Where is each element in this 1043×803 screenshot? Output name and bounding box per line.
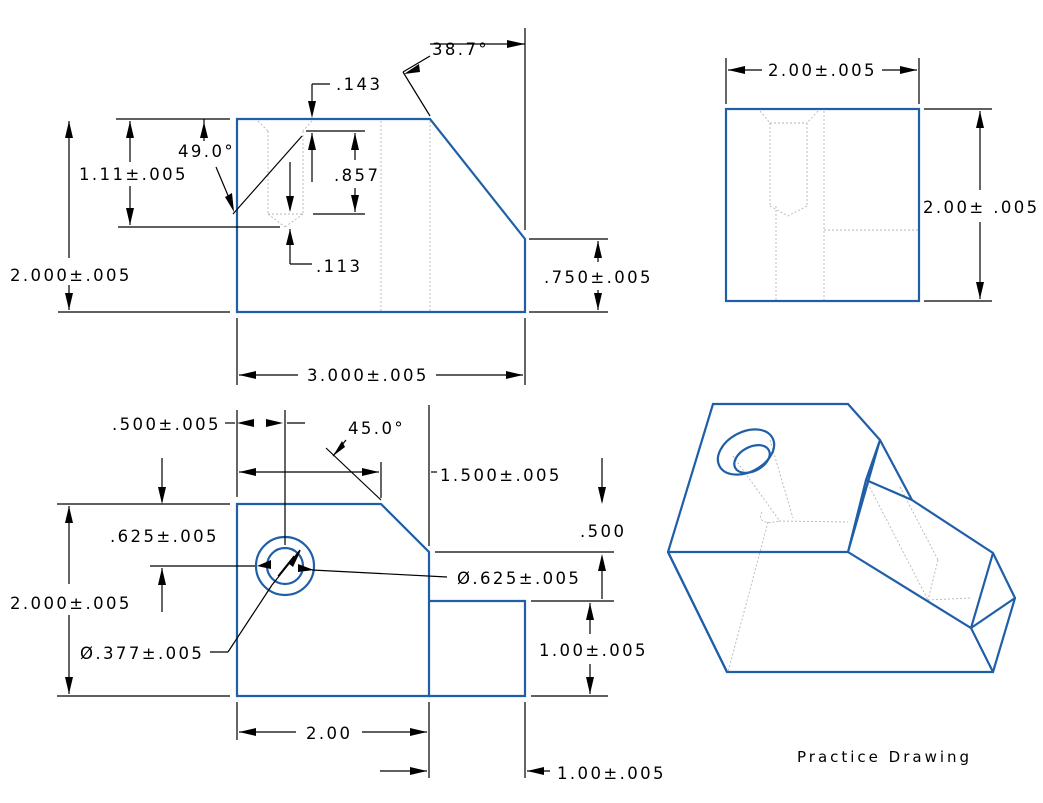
dim-side-width: 2.00±.005 bbox=[725, 58, 920, 104]
dim-left-offset: .500±.005 bbox=[112, 410, 305, 545]
dim-cbore-depth: .143 bbox=[306, 75, 382, 182]
label-cbore-diameter: Ø.625±.005 bbox=[457, 569, 581, 588]
front-view-hidden-lines bbox=[257, 120, 431, 311]
label-step-location: 2.00 bbox=[306, 724, 352, 743]
dim-hole-depth: .857 bbox=[286, 133, 380, 215]
isometric-edges bbox=[667, 439, 1016, 673]
label-hole-depth: .857 bbox=[334, 166, 380, 185]
side-view-hidden-lines bbox=[759, 110, 918, 300]
dim-side-height: 2.00± .005 bbox=[923, 108, 1040, 302]
dim-angle-top: 38.7° bbox=[402, 28, 526, 230]
dim-cbore-diameter: Ø.625±.005 bbox=[257, 555, 581, 588]
label-cbore-depth: .143 bbox=[336, 75, 382, 94]
dim-front-height: 2.000±.005 bbox=[10, 121, 230, 313]
label-left-offset: .500±.005 bbox=[112, 415, 221, 434]
dim-front-width: 3.000±.005 bbox=[236, 318, 526, 385]
label-side-height: 2.00± .005 bbox=[923, 198, 1040, 217]
label-chamfer-width: 1.500±.005 bbox=[440, 466, 562, 485]
dim-right-height: .750±.005 bbox=[529, 238, 653, 313]
front-view: 38.7° .143 49.0° bbox=[10, 28, 653, 385]
label-front-height: 2.000±.005 bbox=[10, 266, 132, 285]
label-right-height: .750±.005 bbox=[544, 268, 653, 287]
label-step-height: 1.00±.005 bbox=[539, 641, 648, 660]
top-view-step bbox=[429, 599, 527, 698]
label-top-height: 2.000±.005 bbox=[10, 594, 132, 613]
isometric-counterbore bbox=[716, 428, 776, 476]
label-angle-top: 38.7° bbox=[432, 40, 489, 59]
label-hole-diameter: Ø.377±.005 bbox=[80, 644, 204, 663]
dim-hole-y: .625±.005 bbox=[110, 458, 255, 612]
top-view: .500±.005 45.0° 1.500±.005 .5 bbox=[10, 405, 666, 783]
drawing-caption: Practice Drawing bbox=[797, 748, 972, 766]
side-view-outline bbox=[724, 107, 921, 303]
label-step-width: 1.00±.005 bbox=[557, 764, 666, 783]
dim-step-location: 2.00 bbox=[236, 702, 430, 778]
label-front-width: 3.000±.005 bbox=[307, 366, 429, 385]
dim-chamfer-angle: 45.0° bbox=[325, 419, 405, 501]
dim-tip-depth: .113 bbox=[286, 229, 362, 276]
label-chamfer-angle: 45.0° bbox=[348, 419, 405, 438]
label-tip-depth: .113 bbox=[316, 257, 362, 276]
isometric-hole bbox=[733, 444, 771, 474]
label-right-step: .500 bbox=[580, 522, 626, 541]
isometric-hidden-lines bbox=[727, 439, 971, 673]
front-view-outline bbox=[235, 117, 527, 314]
label-angle-hole: 49.0° bbox=[178, 142, 235, 161]
dim-top-height: 2.000±.005 bbox=[10, 503, 230, 697]
side-view: 2.00±.005 2.00± .005 bbox=[724, 58, 1040, 303]
dim-angle-hole: 49.0° bbox=[178, 119, 303, 215]
dim-hole-diameter: Ø.377±.005 bbox=[80, 549, 301, 663]
dim-chamfer-width: 1.500±.005 bbox=[239, 405, 562, 546]
dim-step-width: 1.00±.005 bbox=[380, 702, 666, 783]
dim-hole-location: 1.11±.005 bbox=[79, 118, 280, 228]
dim-right-step: .500 bbox=[435, 458, 626, 602]
top-view-outline bbox=[235, 502, 431, 698]
label-hole-y: .625±.005 bbox=[110, 527, 219, 546]
label-hole-location: 1.11±.005 bbox=[79, 165, 188, 184]
label-side-width: 2.00±.005 bbox=[768, 61, 877, 80]
isometric-view bbox=[666, 402, 1017, 674]
isometric-outline bbox=[666, 402, 1017, 674]
dim-step-height: 1.00±.005 bbox=[531, 603, 648, 697]
